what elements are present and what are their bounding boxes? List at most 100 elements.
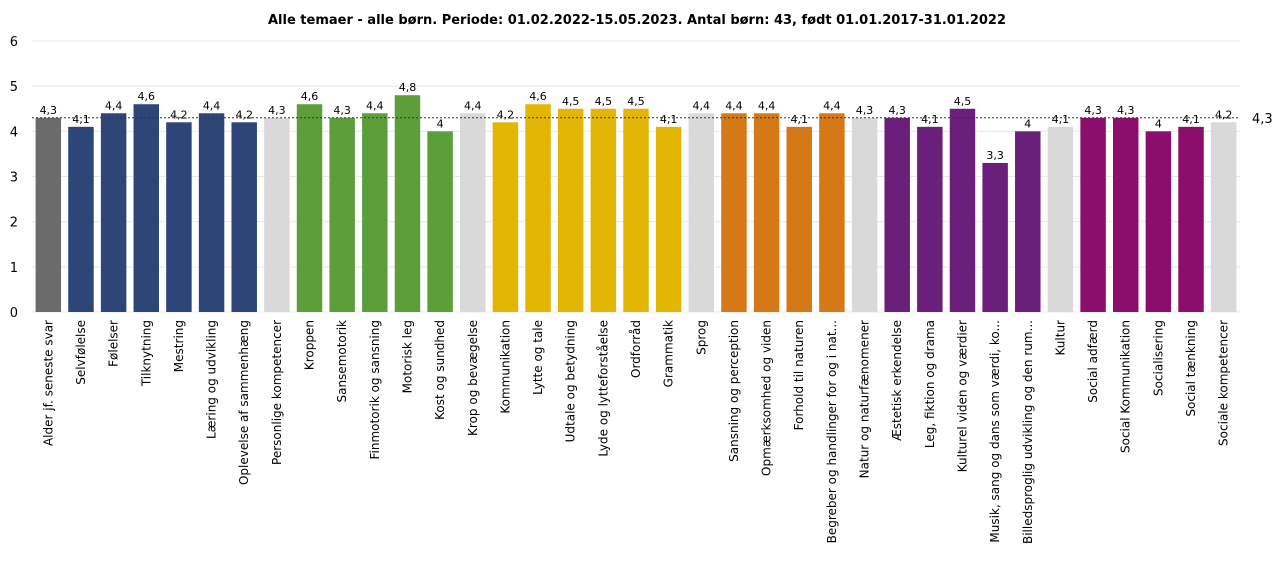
bar (1047, 126, 1074, 312)
bar (1015, 131, 1041, 312)
bar (1210, 122, 1237, 312)
bar (851, 117, 878, 313)
bar-value-label: 4,3 (333, 104, 351, 117)
bar (362, 113, 388, 313)
bar-value-label: 4,8 (399, 81, 417, 94)
x-tick-label: Leg, fiktion og drama (923, 320, 937, 448)
y-tick-label: 5 (10, 80, 18, 95)
bar (1080, 117, 1106, 313)
x-tick-label: Opmærksomhed og viden (760, 320, 774, 476)
bar (1178, 126, 1204, 312)
bar-value-label: 4,5 (954, 95, 972, 108)
bar-value-label: 4,1 (72, 113, 90, 126)
x-tick-label: Social tænkning (1184, 320, 1198, 417)
bar-value-label: 4,2 (170, 108, 188, 121)
reference-line-label: 4,3 (1252, 112, 1273, 127)
x-tick-label: Krop og bevægelse (466, 320, 480, 436)
x-tick-label: Æstetisk erkendelse (890, 320, 904, 441)
x-tick-label: Social adfærd (1086, 320, 1100, 403)
x-tick-label: Kulturel viden og værdier (955, 320, 969, 472)
x-tick-label: Alder jf. seneste svar (41, 320, 55, 446)
bar-value-label: 4,2 (497, 108, 515, 121)
bar (917, 126, 943, 312)
x-tick-label: Sociale kompetencer (1217, 320, 1231, 446)
bar-value-label: 4,4 (725, 99, 743, 112)
bar (525, 104, 551, 312)
bar (557, 108, 584, 312)
bar (982, 162, 1008, 312)
bar (133, 104, 160, 312)
bar (688, 113, 715, 313)
bars (35, 95, 1237, 313)
chart-title: Alle temaer - alle børn. Periode: 01.02.… (268, 13, 1006, 28)
x-tick-label: Grammatik (662, 320, 676, 387)
bar (329, 117, 355, 313)
bar-value-label: 4,3 (1084, 104, 1102, 117)
x-tick-label: Kommunikation (498, 320, 512, 414)
bar-value-label: 4,3 (856, 104, 874, 117)
x-tick-label: Motorisk leg (400, 320, 414, 393)
bar (949, 108, 976, 312)
bar-value-label: 4,6 (301, 90, 319, 103)
x-tick-label: Social Kommunikation (1119, 320, 1133, 453)
y-tick-label: 4 (10, 125, 18, 140)
bar (35, 117, 62, 313)
x-tick-label: Finmotorik og sansning (368, 320, 382, 459)
bar-value-label: 4,3 (1117, 104, 1135, 117)
bar-value-label: 4,3 (888, 104, 906, 117)
x-tick-label: Personlige kompetencer (270, 320, 284, 465)
y-axis-ticks: 0 1 2 3 4 5 6 (10, 35, 18, 321)
x-tick-label: Mestring (172, 320, 186, 372)
bar-value-label: 3,3 (986, 149, 1004, 162)
bar-value-label: 4,4 (105, 99, 123, 112)
bar-value-label: 4,1 (660, 113, 678, 126)
bar (166, 122, 192, 312)
y-tick-label: 0 (10, 306, 18, 321)
bar (68, 126, 94, 312)
bar (819, 113, 845, 313)
bar-value-label: 4,3 (40, 104, 58, 117)
x-tick-label: Tilknytning (139, 320, 153, 387)
x-tick-label: Følelser (107, 320, 121, 367)
x-tick-label: Selvfølelse (74, 320, 88, 385)
bar-value-label: 4 (1024, 117, 1031, 130)
bar (296, 104, 323, 312)
bar (100, 113, 127, 313)
bar (753, 113, 780, 313)
bar-value-label: 4,2 (1215, 108, 1233, 121)
bar-value-label: 4,4 (366, 99, 384, 112)
x-tick-label: Ordforråd (629, 320, 643, 378)
bar-value-label: 4,4 (758, 99, 776, 112)
bar (1112, 117, 1139, 313)
bar (394, 95, 421, 312)
x-axis-ticks: Alder jf. seneste svar Selvfølelse Følelse… (41, 320, 1230, 544)
x-tick-label: Lyde og lytteforståelse (596, 320, 610, 457)
bar-value-label: 4 (1155, 117, 1162, 130)
bar-value-label: 4,5 (562, 95, 580, 108)
x-tick-label: Musik, sang og dans som værdi, ko... (988, 320, 1002, 543)
bar (1145, 131, 1172, 312)
bar (231, 122, 257, 312)
x-tick-label: Natur og naturfænomener (858, 320, 872, 478)
bar (884, 117, 910, 313)
bar-value-label: 4,2 (235, 108, 253, 121)
value-labels: 4,3 4,1 4,4 4,6 4,2 4,4 4,2 4,3 4,6 4,3 4,4 4,8 4 4,4… (40, 81, 1233, 162)
bar (623, 108, 649, 312)
bar-value-label: 4,4 (203, 99, 221, 112)
bar-value-label: 4,6 (138, 90, 156, 103)
x-tick-label: Oplevelse af sammenhæng (237, 320, 251, 485)
bar (427, 131, 453, 312)
reference-line-group: 4,3 (32, 112, 1273, 127)
bar (655, 126, 682, 312)
x-tick-label: Begreber og handlinger for og i nat... (825, 320, 839, 543)
bar-value-label: 4 (437, 117, 444, 130)
bar (198, 113, 225, 313)
x-tick-label: Forhold til naturen (792, 320, 806, 430)
x-tick-label: Kultur (1053, 320, 1067, 356)
y-tick-label: 2 (10, 216, 18, 231)
bar-value-label: 4,1 (790, 113, 808, 126)
y-tick-label: 1 (10, 261, 18, 276)
bar-value-label: 4,1 (1182, 113, 1200, 126)
x-tick-label: Sprog (694, 320, 708, 355)
